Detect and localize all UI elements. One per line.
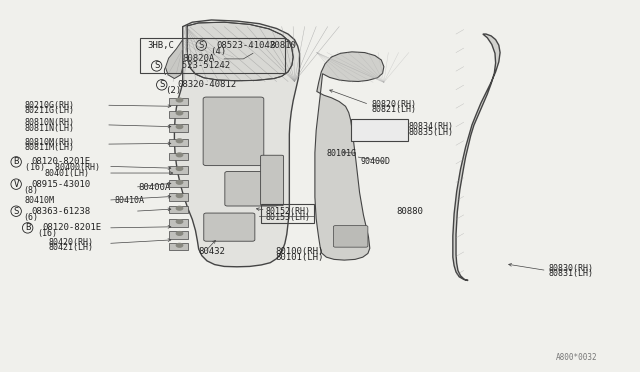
- Circle shape: [176, 220, 182, 224]
- Bar: [169, 111, 188, 118]
- Text: (4): (4): [210, 47, 227, 56]
- FancyBboxPatch shape: [333, 226, 368, 247]
- Text: B: B: [25, 223, 30, 232]
- Text: 80153(LH): 80153(LH): [266, 213, 310, 222]
- Text: 80811N(LH): 80811N(LH): [25, 124, 75, 133]
- Text: 80811M(LH): 80811M(LH): [25, 143, 75, 152]
- Polygon shape: [187, 22, 293, 81]
- Polygon shape: [174, 20, 300, 267]
- FancyBboxPatch shape: [260, 155, 284, 206]
- Text: 90400D: 90400D: [361, 157, 391, 166]
- Bar: [169, 219, 188, 227]
- Text: A800*0032: A800*0032: [556, 353, 598, 362]
- Text: 80400A: 80400A: [138, 183, 170, 192]
- Text: 08120-8201E: 08120-8201E: [43, 223, 102, 232]
- Bar: [169, 98, 188, 105]
- Text: 80821(LH): 80821(LH): [371, 105, 416, 114]
- Text: 08363-61238: 08363-61238: [31, 207, 90, 216]
- Text: (16): (16): [38, 229, 58, 238]
- Text: 80820A: 80820A: [182, 54, 215, 63]
- Text: 80101(LH): 80101(LH): [275, 253, 324, 262]
- Bar: [169, 243, 188, 250]
- Bar: [169, 166, 188, 174]
- Text: 80100(RH): 80100(RH): [275, 247, 324, 256]
- Text: USA: USA: [358, 121, 376, 131]
- Text: 08320-40812: 08320-40812: [177, 80, 236, 89]
- Text: (2): (2): [161, 67, 177, 76]
- Text: 80421(LH): 80421(LH): [49, 243, 93, 252]
- Text: 80820(RH): 80820(RH): [371, 100, 416, 109]
- Text: 80211G(LH): 80211G(LH): [25, 106, 75, 115]
- Text: B: B: [13, 157, 19, 166]
- Bar: [169, 193, 188, 201]
- Bar: [169, 206, 188, 214]
- Text: S: S: [13, 207, 19, 216]
- Bar: [169, 180, 188, 187]
- Text: 80101G: 80101G: [326, 149, 356, 158]
- Text: (8): (8): [23, 186, 38, 195]
- Text: 08915-43010: 08915-43010: [31, 180, 90, 189]
- Polygon shape: [166, 39, 182, 78]
- Circle shape: [176, 232, 182, 235]
- Circle shape: [176, 167, 182, 170]
- Circle shape: [176, 139, 182, 142]
- Bar: [169, 153, 188, 160]
- Text: 80210G(RH): 80210G(RH): [25, 101, 75, 110]
- Text: 80420(RH): 80420(RH): [49, 238, 93, 247]
- Text: S: S: [198, 41, 204, 50]
- Text: S: S: [154, 61, 159, 70]
- Text: V: V: [13, 180, 19, 189]
- Circle shape: [176, 194, 182, 198]
- Polygon shape: [453, 34, 500, 280]
- Text: 80410A: 80410A: [115, 196, 145, 205]
- Text: 80880: 80880: [397, 208, 424, 217]
- Circle shape: [176, 243, 182, 247]
- Bar: [169, 231, 188, 238]
- Text: S: S: [159, 80, 164, 89]
- Text: 80432: 80432: [198, 247, 225, 256]
- Text: 80824A: 80824A: [354, 130, 386, 139]
- Text: 80831(LH): 80831(LH): [548, 269, 594, 278]
- Bar: [261, 204, 314, 223]
- Bar: [169, 138, 188, 146]
- FancyBboxPatch shape: [204, 213, 255, 241]
- Text: 80834(RH): 80834(RH): [408, 122, 453, 131]
- Text: (6): (6): [23, 213, 38, 222]
- Text: (16)  80400(RH): (16) 80400(RH): [25, 163, 100, 172]
- Text: 80830(RH): 80830(RH): [548, 264, 594, 273]
- Circle shape: [176, 153, 182, 157]
- Bar: [140, 38, 285, 73]
- Bar: [169, 125, 188, 132]
- Text: (2): (2): [166, 86, 182, 95]
- Circle shape: [176, 125, 182, 129]
- Text: 80810N(RH): 80810N(RH): [25, 119, 75, 128]
- Polygon shape: [315, 52, 384, 260]
- Circle shape: [176, 98, 182, 102]
- FancyBboxPatch shape: [225, 171, 278, 206]
- Text: 08120-8201E: 08120-8201E: [31, 157, 90, 166]
- Text: 80810: 80810: [269, 41, 296, 51]
- Text: 80401(LH): 80401(LH): [44, 169, 89, 178]
- Circle shape: [176, 180, 182, 184]
- Text: 08523-41042: 08523-41042: [216, 41, 276, 50]
- FancyBboxPatch shape: [203, 97, 264, 166]
- Text: 3HB,C: 3HB,C: [148, 41, 175, 50]
- Circle shape: [176, 206, 182, 210]
- Text: 08523-51242: 08523-51242: [172, 61, 231, 70]
- Text: 80410M: 80410M: [25, 196, 55, 205]
- Text: 80835(LH): 80835(LH): [408, 128, 453, 137]
- Circle shape: [176, 111, 182, 115]
- Text: 80152(RH): 80152(RH): [266, 207, 310, 216]
- Text: 80810M(RH): 80810M(RH): [25, 138, 75, 147]
- Bar: [351, 119, 408, 141]
